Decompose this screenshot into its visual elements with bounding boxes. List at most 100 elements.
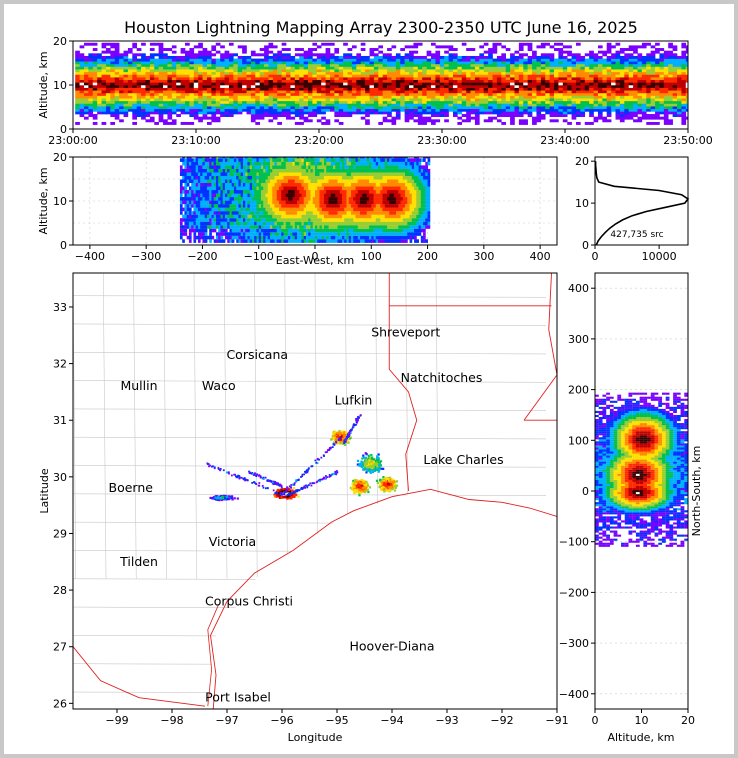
time-altitude-cell xyxy=(567,61,572,65)
time-altitude-cell xyxy=(597,111,603,115)
time-altitude-cell xyxy=(268,71,274,75)
time-altitude-cell xyxy=(628,58,634,62)
ew-density-cell xyxy=(211,186,215,191)
ew-density-cell xyxy=(283,190,287,194)
ew-density-cell xyxy=(292,186,296,191)
time-altitude-cell xyxy=(567,87,572,91)
ew-density-cell xyxy=(287,161,291,166)
ew-density-cell xyxy=(200,232,203,236)
time-altitude-cell xyxy=(496,111,502,115)
time-altitude-cell xyxy=(308,58,313,62)
time-altitude-cell xyxy=(422,71,427,75)
time-altitude-cell xyxy=(545,103,550,107)
time-altitude-cell xyxy=(329,95,335,99)
time-altitude-cell xyxy=(527,77,533,81)
time-altitude-cell xyxy=(180,95,186,99)
time-altitude-cell xyxy=(334,71,340,75)
time-altitude-cell xyxy=(224,103,230,107)
ew-density-cell xyxy=(301,165,305,169)
ew-density-cell xyxy=(220,232,224,236)
ew-density-cell xyxy=(274,232,278,236)
time-altitude-cell xyxy=(272,79,278,83)
time-altitude-cell xyxy=(404,111,410,115)
ew-density-cell xyxy=(202,158,206,162)
time-altitude-cell xyxy=(435,45,441,49)
time-altitude-cell xyxy=(536,77,542,81)
time-altitude-cell xyxy=(655,69,660,73)
time-altitude-cell xyxy=(171,71,177,75)
time-altitude-cell xyxy=(163,55,168,59)
time-altitude-cell xyxy=(250,66,256,70)
ew-density-cell xyxy=(260,182,264,187)
time-altitude-cell xyxy=(431,74,436,78)
time-altitude-cell xyxy=(101,79,107,83)
time-altitude-cell xyxy=(540,69,546,73)
ew-density-cell xyxy=(256,211,260,215)
time-altitude-cell xyxy=(215,77,221,81)
time-altitude-cell xyxy=(439,87,445,91)
ew-density-cell xyxy=(285,182,289,187)
time-altitude-cell xyxy=(286,98,291,102)
ew-density-cell xyxy=(186,207,190,212)
time-altitude-cell xyxy=(492,69,498,73)
time-altitude-cell xyxy=(299,95,304,99)
time-altitude-cell xyxy=(373,100,379,104)
time-altitude-cell xyxy=(663,98,669,102)
time-altitude-cell xyxy=(646,108,651,112)
time-altitude-cell xyxy=(422,92,427,96)
time-altitude-cell xyxy=(97,69,102,73)
time-altitude-cell xyxy=(268,77,274,81)
time-altitude-cell xyxy=(149,63,155,67)
time-altitude-cell xyxy=(593,119,599,123)
time-altitude-cell xyxy=(211,45,217,49)
ew-density-cell xyxy=(269,161,273,166)
time-altitude-cell xyxy=(145,100,151,104)
time-altitude-cell xyxy=(211,90,217,94)
time-altitude-cell xyxy=(237,58,243,62)
time-altitude-cell xyxy=(123,79,129,83)
time-altitude-cell xyxy=(228,71,234,75)
ew-density-cell xyxy=(186,225,190,229)
time-altitude-cell xyxy=(606,95,612,99)
time-altitude-cell xyxy=(132,71,137,75)
time-altitude-cell xyxy=(567,92,572,96)
ew-density-cell xyxy=(206,214,210,219)
time-altitude-cell xyxy=(268,66,274,70)
ew-density-cell xyxy=(197,235,201,240)
ew-density-cell xyxy=(213,207,217,212)
ew-density-cell xyxy=(191,214,194,219)
time-altitude-cell xyxy=(426,53,432,57)
time-altitude-cell xyxy=(439,61,445,65)
ew-density-cell xyxy=(193,200,197,205)
time-altitude-cell xyxy=(286,55,291,59)
time-altitude-cell xyxy=(325,103,331,107)
time-altitude-cell xyxy=(149,116,155,120)
time-altitude-cell xyxy=(431,69,436,73)
time-altitude-cell xyxy=(123,74,129,78)
ew-density-cell xyxy=(249,168,253,173)
time-altitude-cell xyxy=(250,58,256,62)
time-altitude-cell xyxy=(185,108,190,112)
ew-density-cell xyxy=(220,211,224,215)
time-altitude-cell xyxy=(312,42,318,46)
ew-density-cell xyxy=(224,200,228,205)
ew-density-cell xyxy=(202,207,206,212)
time-altitude-cell xyxy=(488,92,493,96)
ew-density-cell xyxy=(267,172,271,176)
time-altitude-cell xyxy=(185,74,190,78)
time-altitude-cell xyxy=(329,42,335,46)
time-altitude-cell xyxy=(536,85,542,88)
time-altitude-cell xyxy=(193,77,199,81)
time-altitude-cell xyxy=(83,111,89,115)
time-altitude-cell xyxy=(637,61,643,65)
ew-density-cell xyxy=(258,168,262,173)
ew-density-cell xyxy=(218,228,221,233)
ew-density-cell xyxy=(231,186,235,191)
ew-density-cell xyxy=(305,221,309,226)
time-altitude-cell xyxy=(650,63,656,67)
time-altitude-cell xyxy=(321,74,326,78)
ew-density-cell xyxy=(238,197,242,201)
time-altitude-cell xyxy=(101,61,107,65)
time-altitude-cell xyxy=(202,106,208,110)
ew-density-cell xyxy=(287,158,291,162)
